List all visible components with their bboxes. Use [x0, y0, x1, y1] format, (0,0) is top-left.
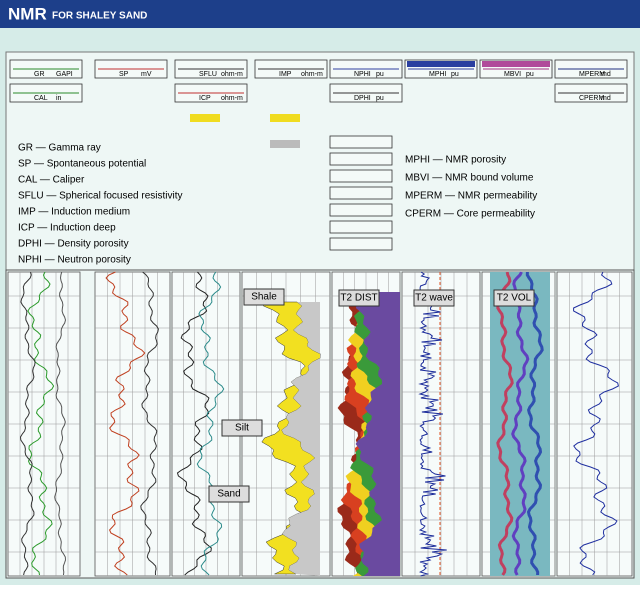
header-unit: ohm-m	[221, 71, 243, 78]
track-label: T2 VOL	[497, 293, 532, 304]
label-box	[338, 289, 380, 307]
legend-box	[329, 203, 393, 217]
header-panel	[5, 51, 635, 271]
header-label: MBVI	[504, 71, 521, 78]
header-unit: GAPI	[56, 71, 73, 78]
track-label: Silt	[235, 423, 249, 434]
header-unit: ohm-m	[221, 95, 243, 102]
header-unit: pu	[526, 71, 534, 78]
log-curve	[196, 271, 225, 576]
legend-box	[329, 135, 393, 149]
header-label: SFLU	[199, 71, 217, 78]
swatch	[270, 140, 300, 148]
color-bar	[482, 61, 550, 67]
header-unit: md	[601, 71, 611, 78]
header-label: NPHI	[354, 71, 371, 78]
legend-box	[329, 220, 393, 234]
header-label: CAL	[34, 95, 48, 102]
subtitle: FOR SHALEY SAND	[52, 11, 147, 22]
log-curve	[176, 271, 212, 576]
header-unit: ohm-m	[301, 71, 323, 78]
track-label: Sand	[217, 489, 240, 500]
header-unit: in	[56, 95, 62, 102]
legend-text: SP — Spontaneous potential	[18, 159, 146, 170]
legend-text: GR — Gamma ray	[18, 143, 101, 154]
header-unit: md	[601, 95, 611, 102]
header-label: DPHI	[354, 95, 371, 102]
log-curve	[54, 271, 67, 576]
log-curve	[105, 271, 146, 576]
legend-box	[329, 186, 393, 200]
header-unit: mV	[141, 71, 152, 78]
t2-fill	[355, 292, 400, 576]
header-unit: pu	[376, 71, 384, 78]
log-curve	[27, 271, 55, 576]
shale-fill	[281, 302, 321, 576]
legend-text: ICP — Induction deep	[18, 223, 116, 234]
header-label: MPHI	[429, 71, 447, 78]
legend-text: CPERM — Core permeability	[405, 209, 535, 220]
header-unit: pu	[451, 71, 459, 78]
label-box	[413, 289, 455, 307]
wave	[418, 271, 447, 577]
legend-box	[329, 152, 393, 166]
header-label: CPERM	[579, 95, 604, 102]
color-bar	[407, 61, 475, 67]
legend-text: DPHI — Density porosity	[18, 239, 129, 250]
legend-text: CAL — Caliper	[18, 175, 85, 186]
track-label: T2 wave	[415, 293, 453, 304]
track-label: Shale	[251, 292, 277, 303]
log-curve	[19, 271, 36, 576]
label-box	[208, 485, 250, 503]
log-curve	[496, 271, 514, 576]
legend-text: IMP — Induction medium	[18, 207, 130, 218]
swatch	[270, 114, 300, 122]
label-box	[493, 289, 535, 307]
log-curve	[511, 271, 530, 576]
legend-text: MPHI — NMR porosity	[405, 155, 506, 166]
legend-box	[329, 237, 393, 251]
header-unit: pu	[376, 95, 384, 102]
log-curve	[573, 271, 619, 576]
header-label: IMP	[279, 71, 292, 78]
header-label: SP	[119, 71, 129, 78]
swatch	[190, 114, 220, 122]
header-label: GR	[34, 71, 45, 78]
track-label: T2 DIST	[340, 293, 377, 304]
header-label: ICP	[199, 95, 211, 102]
title: NMR	[8, 4, 47, 23]
legend-text: SFLU — Spherical focused resistivity	[18, 191, 183, 202]
log-curve	[525, 271, 544, 576]
label-box	[243, 288, 285, 306]
legend-text: NPHI — Neutron porosity	[18, 255, 131, 266]
header-label: MPERM	[579, 71, 605, 78]
log-curve	[140, 271, 159, 576]
legend-box	[329, 169, 393, 183]
label-box	[221, 419, 263, 437]
legend-text: MBVI — NMR bound volume	[405, 173, 534, 184]
title-band	[0, 0, 640, 28]
legend-text: MPERM — NMR permeability	[405, 191, 537, 202]
